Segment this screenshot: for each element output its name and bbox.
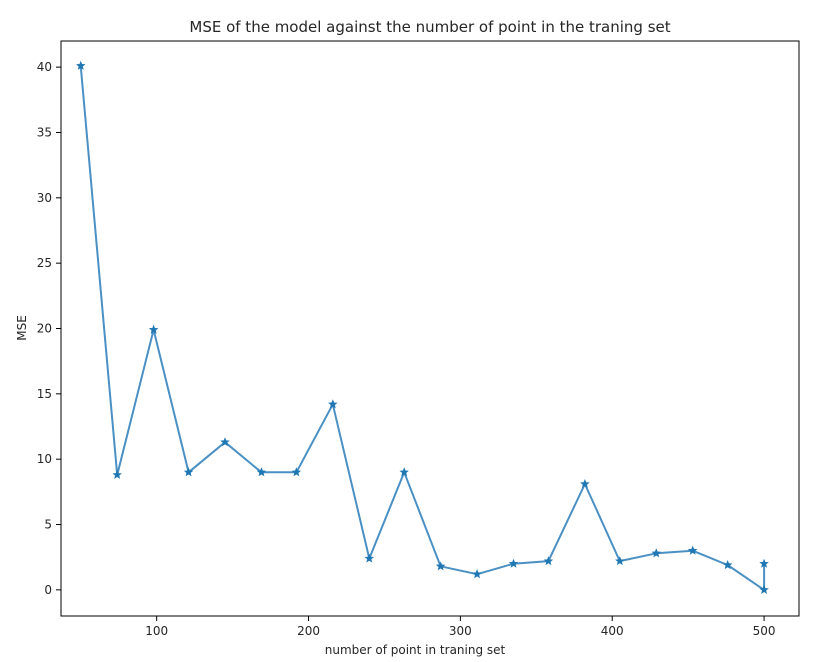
data-point bbox=[615, 556, 625, 566]
x-tick-label: 100 bbox=[145, 624, 168, 638]
y-tick-label: 15 bbox=[37, 387, 52, 401]
x-tick-label: 500 bbox=[753, 624, 776, 638]
data-point bbox=[328, 399, 338, 409]
y-tick-label: 0 bbox=[44, 583, 52, 597]
data-point bbox=[759, 584, 769, 594]
y-tick-label: 5 bbox=[44, 518, 52, 532]
data-point bbox=[580, 479, 590, 489]
y-axis: 0 5 10 15 20 25 30 35 40 bbox=[37, 60, 61, 597]
x-axis-label: number of point in traning set bbox=[325, 643, 506, 657]
data-point bbox=[220, 437, 230, 447]
data-point bbox=[543, 556, 554, 566]
data-point bbox=[687, 545, 698, 555]
marker-layer bbox=[75, 60, 769, 594]
data-point bbox=[183, 467, 194, 477]
data-point bbox=[508, 558, 519, 568]
y-tick-label: 35 bbox=[37, 125, 52, 139]
x-tick-label: 400 bbox=[601, 624, 624, 638]
chart-title: MSE of the model against the number of p… bbox=[189, 18, 670, 36]
y-tick-label: 40 bbox=[37, 60, 52, 74]
data-point bbox=[472, 569, 482, 579]
data-point bbox=[435, 561, 446, 571]
data-point bbox=[399, 467, 409, 477]
x-tick-label: 300 bbox=[449, 624, 472, 638]
data-point bbox=[722, 560, 733, 570]
data-point bbox=[651, 548, 662, 558]
x-tick-label: 200 bbox=[297, 624, 320, 638]
data-point bbox=[291, 467, 302, 477]
data-point bbox=[759, 558, 769, 568]
y-tick-label: 10 bbox=[37, 452, 52, 466]
data-point bbox=[364, 553, 375, 563]
data-point bbox=[148, 324, 159, 334]
x-axis: 100 200 300 400 500 bbox=[145, 616, 776, 638]
y-tick-label: 30 bbox=[37, 191, 52, 205]
data-point bbox=[112, 469, 122, 479]
y-tick-label: 20 bbox=[37, 322, 52, 336]
y-tick-label: 25 bbox=[37, 256, 52, 270]
data-point bbox=[75, 60, 86, 70]
y-axis-label: MSE bbox=[15, 315, 29, 341]
data-point bbox=[256, 467, 267, 477]
